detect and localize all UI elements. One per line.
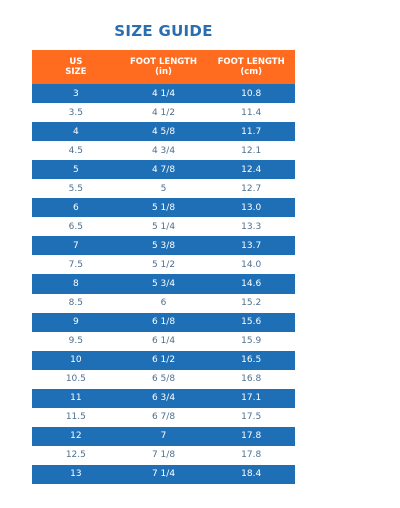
header-line: FOOT LENGTH xyxy=(129,57,198,67)
table-cell: 17.5 xyxy=(241,412,262,423)
header-line: SIZE xyxy=(65,67,87,77)
table-row: 10 6 1/2 16.5 xyxy=(32,350,295,370)
table-row: 12.5 7 1/8 17.8 xyxy=(32,445,295,465)
table-cell: 3.5 xyxy=(68,107,83,118)
header-row: US SIZE FOOT LENGTH (in) FOOT LENGTH (cm) xyxy=(32,50,295,84)
table-cell: 5 xyxy=(72,164,79,175)
table-cell: 15.9 xyxy=(241,336,262,347)
table-cell: 7 1/4 xyxy=(151,469,176,480)
table-row: 11.5 6 7/8 17.5 xyxy=(32,407,295,427)
table-cell: 5 3/4 xyxy=(151,278,176,289)
table-cell: 11.5 xyxy=(65,412,86,423)
table-cell: 12.7 xyxy=(241,183,262,194)
table-cell: 11 xyxy=(70,393,82,404)
table-cell: 10.8 xyxy=(241,88,262,99)
table-cell: 7 1/8 xyxy=(151,450,176,461)
table-row: 5 4 7/8 12.4 xyxy=(32,160,295,180)
table-row: 3 4 1/4 10.8 xyxy=(32,84,295,104)
table-cell: 10.5 xyxy=(65,374,86,385)
table-cell: 5 xyxy=(160,183,167,194)
table-cell: 17.8 xyxy=(241,450,262,461)
table-cell: 6 7/8 xyxy=(151,412,176,423)
table-row: 6 5 1/8 13.0 xyxy=(32,198,295,218)
table-cell: 7 xyxy=(160,431,167,442)
table-cell: 13.0 xyxy=(241,202,262,213)
table-cell: 10 xyxy=(70,355,82,366)
header-line: (in) xyxy=(155,67,172,77)
table-cell: 6 1/8 xyxy=(151,317,176,328)
table-cell: 7 xyxy=(72,240,79,251)
table-cell: 4 xyxy=(72,126,79,137)
table-cell: 6 3/4 xyxy=(151,393,176,404)
table-cell: 12.4 xyxy=(241,164,262,175)
table-cell: 4 7/8 xyxy=(151,164,176,175)
table-row: 8 5 3/4 14.6 xyxy=(32,274,295,294)
table-row: 4 4 5/8 11.7 xyxy=(32,122,295,142)
header-line: FOOT LENGTH xyxy=(217,57,285,67)
title: SIZE GUIDE xyxy=(114,22,213,40)
table-cell: 6 5/8 xyxy=(151,374,176,385)
size-table: US SIZE FOOT LENGTH (in) FOOT LENGTH (cm) 3 4 1… xyxy=(32,50,295,484)
table-cell: 4.5 xyxy=(68,145,83,156)
table-row: 10.5 6 5/8 16.8 xyxy=(32,369,295,389)
table-cell: 17.8 xyxy=(241,431,262,442)
table-cell: 7.5 xyxy=(68,259,83,270)
table-cell: 11.7 xyxy=(241,126,262,137)
table-row: 6.5 5 1/4 13.3 xyxy=(32,217,295,237)
table-cell: 6 1/4 xyxy=(151,336,176,347)
table-cell: 6 1/2 xyxy=(151,355,176,366)
table-cell: 13.7 xyxy=(241,240,262,251)
table-cell: 16.8 xyxy=(241,374,262,385)
table-cell: 16.5 xyxy=(241,355,262,366)
table-cell: 13.3 xyxy=(241,221,262,232)
table-cell: 14.0 xyxy=(241,259,262,270)
table-row: 7.5 5 1/2 14.0 xyxy=(32,255,295,275)
table-cell: 5 1/8 xyxy=(151,202,176,213)
table-cell: 12.1 xyxy=(241,145,262,156)
table-cell: 4 1/2 xyxy=(151,107,176,118)
header-cell: FOOT LENGTH (in) xyxy=(120,57,208,77)
table-cell: 15.2 xyxy=(241,298,262,309)
table-row: 7 5 3/8 13.7 xyxy=(32,236,295,256)
table-cell: 6 xyxy=(72,202,79,213)
table-cell: 15.6 xyxy=(241,317,262,328)
table-cell: 3 xyxy=(72,88,79,99)
table-cell: 13 xyxy=(70,469,82,480)
table-cell: 4 1/4 xyxy=(151,88,176,99)
table-cell: 11.4 xyxy=(241,107,262,118)
table-cell: 17.1 xyxy=(241,393,262,404)
table-row: 3.5 4 1/2 11.4 xyxy=(32,103,295,123)
table-row: 9.5 6 1/4 15.9 xyxy=(32,331,295,351)
table-cell: 5.5 xyxy=(68,183,83,194)
table-cell: 6 xyxy=(160,298,167,309)
table-row: 13 7 1/4 18.4 xyxy=(32,464,295,484)
table-cell: 8 xyxy=(72,278,79,289)
table-row: 12 7 17.8 xyxy=(32,426,295,446)
table-row: 9 6 1/8 15.6 xyxy=(32,312,295,332)
table-cell: 6.5 xyxy=(68,221,83,232)
header-line: US xyxy=(69,57,83,67)
table-cell: 12 xyxy=(70,431,82,442)
table-cell: 5 1/2 xyxy=(151,259,176,270)
header-line: (cm) xyxy=(240,67,263,77)
table-cell: 14.6 xyxy=(241,278,262,289)
table-cell: 12.5 xyxy=(65,450,86,461)
table-cell: 18.4 xyxy=(241,469,262,480)
table-cell: 4 3/4 xyxy=(151,145,176,156)
table-cell: 5 1/4 xyxy=(151,221,176,232)
table-cell: 9.5 xyxy=(68,336,83,347)
table-row: 11 6 3/4 17.1 xyxy=(32,388,295,408)
table-cell: 9 xyxy=(72,317,79,328)
table-cell: 8.5 xyxy=(68,298,83,309)
table-row: 4.5 4 3/4 12.1 xyxy=(32,141,295,161)
table-row: 5.5 5 12.7 xyxy=(32,179,295,199)
table-cell: 5 3/8 xyxy=(151,240,176,251)
header-cell: FOOT LENGTH (cm) xyxy=(207,57,295,77)
table-row: 8.5 6 15.2 xyxy=(32,293,295,313)
header-cell: US SIZE xyxy=(32,57,120,77)
table-cell: 4 5/8 xyxy=(151,126,176,137)
